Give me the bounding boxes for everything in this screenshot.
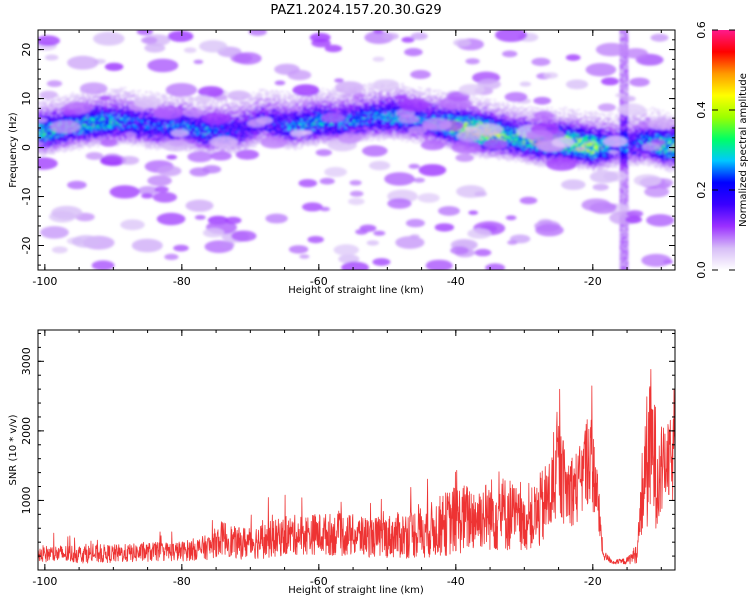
snr-line: [38, 368, 675, 565]
snr-ytick-label: 1000: [20, 486, 33, 514]
colorbar-gradient: [712, 30, 735, 270]
spectrogram-xtick-label: -20: [584, 275, 602, 288]
spectrogram-frame: [37, 29, 676, 271]
snr-xlabel: Height of straight line (km): [288, 585, 424, 596]
spectrogram-ytick-label: -10: [20, 188, 33, 206]
spectrogram-ytick-label: -20: [20, 237, 33, 255]
spectrogram-xtick-label: -80: [173, 275, 191, 288]
spectrogram-xtick-label: -100: [32, 275, 57, 288]
colorbar-label: Normalized spectral amplitude: [738, 73, 749, 227]
spectrogram-ytick-label: 0: [20, 144, 33, 151]
colorbar-tick-label: 0.2: [695, 181, 708, 199]
spectrogram-ytick-label: 10: [20, 92, 33, 106]
spectrogram-xtick-label: -60: [310, 275, 328, 288]
colorbar-tick-label: 0.0: [695, 261, 708, 279]
snr-axes: -100 -80 -60 -40 -20 1000 2000 3000: [20, 330, 675, 588]
snr-xtick-label: -60: [310, 575, 328, 588]
snr-panel: -100 -80 -60 -40 -20 1000 2000 3000 Height of s…: [8, 329, 676, 596]
snr-xtick-label: -80: [173, 575, 191, 588]
snr-ytick-label: 3000: [20, 347, 33, 375]
snr-ytick-label: 2000: [20, 417, 33, 445]
spectrogram-xtick-label: -40: [447, 275, 465, 288]
spectrogram-xlabel: Height of straight line (km): [288, 285, 424, 296]
colorbar: 0.0 0.2 0.4 0.6 Normalized spectral amplitu…: [695, 21, 749, 279]
colorbar-axes: 0.0 0.2 0.4 0.6: [695, 21, 735, 279]
spectrogram-ytick-label: 20: [20, 43, 33, 57]
spectrogram-heatmap: [38, 30, 675, 270]
figure-title: PAZ1.2024.157.20.30.G29: [270, 3, 441, 18]
snr-frame: [37, 329, 676, 571]
snr-xtick-label: -20: [584, 575, 602, 588]
snr-xtick-label: -100: [32, 575, 57, 588]
snr-xtick-label: -40: [447, 575, 465, 588]
colorbar-tick-label: 0.6: [695, 21, 708, 39]
colorbar-tick-label: 0.4: [695, 101, 708, 119]
snr-ylabel: SNR (10 * v/v): [8, 414, 19, 485]
spectrogram-ylabel: Frequency (Hz): [8, 112, 19, 188]
